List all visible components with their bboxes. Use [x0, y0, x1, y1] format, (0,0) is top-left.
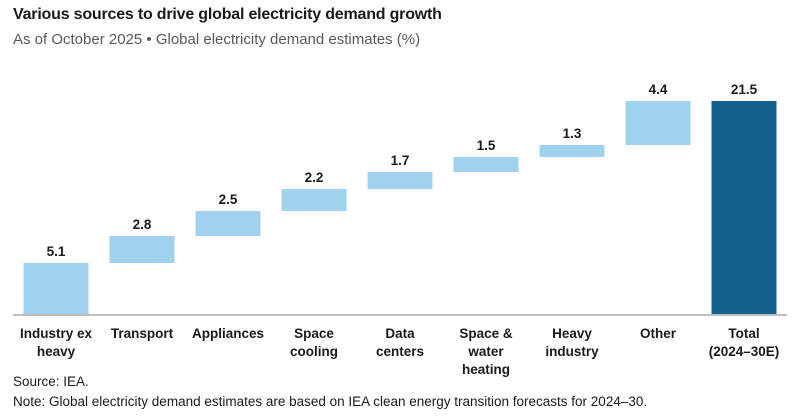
category-label: Heavy industry — [545, 326, 599, 359]
bar-value-label: 21.5 — [730, 82, 758, 97]
bar-value-label: 5.1 — [46, 244, 66, 260]
waterfall-column: 2.8 — [99, 70, 185, 314]
category-label: Space cooling — [290, 326, 338, 359]
increment-bar — [453, 157, 519, 173]
bar-value-label: 1.5 — [476, 138, 496, 154]
bar-value-label: 1.7 — [390, 153, 410, 169]
waterfall-column: 1.5 — [443, 70, 529, 314]
category-label: Other — [639, 326, 676, 341]
increment-bar — [367, 172, 433, 190]
category-label: Space & water heating — [459, 326, 513, 377]
waterfall-column: 1.3 — [529, 70, 615, 314]
increment-bar — [109, 235, 175, 264]
bar-value-label: 2.5 — [218, 191, 238, 207]
waterfall-plot-area: 5.1 2.8 2.5 2.2 1.7 1.5 1.3 4.4 21.5 — [13, 70, 787, 316]
chart-footer: Source: IEA. Note: Global electricity de… — [13, 372, 647, 412]
category-label: Total (2024–30E) — [708, 326, 780, 359]
increment-bar — [195, 210, 261, 236]
increment-bar — [281, 189, 347, 211]
waterfall-column: 1.7 — [357, 70, 443, 314]
chart-subtitle: As of October 2025 • Global electricity … — [13, 31, 421, 48]
waterfall-column: 4.4 — [615, 70, 701, 314]
category-label: Transport — [110, 326, 174, 341]
waterfall-column: 21.5 — [701, 70, 787, 314]
category-label: Industry ex heavy — [19, 326, 93, 359]
category-axis: Industry ex heavy Transport Appliances Spac… — [13, 325, 787, 379]
total-bar — [711, 101, 777, 314]
increment-bar — [625, 101, 691, 145]
chart-title: Various sources to drive global electric… — [13, 6, 442, 23]
increment-bar — [539, 144, 605, 158]
bar-value-label: 2.8 — [132, 216, 152, 232]
chart-header: Various sources to drive global electric… — [13, 6, 442, 48]
waterfall-column: 2.5 — [185, 70, 271, 314]
increment-bar — [23, 263, 89, 314]
methodology-note: Note: Global electricity demand estimate… — [13, 394, 648, 409]
bar-value-label: 1.3 — [562, 125, 582, 141]
bar-value-label: 2.2 — [304, 170, 324, 186]
bar-value-label: 4.4 — [648, 82, 668, 97]
waterfall-column: 2.2 — [271, 70, 357, 314]
category-label: Data centers — [375, 326, 425, 359]
source-note: Source: IEA. — [13, 374, 89, 389]
category-label: Appliances — [191, 326, 265, 341]
waterfall-column: 5.1 — [13, 70, 99, 314]
